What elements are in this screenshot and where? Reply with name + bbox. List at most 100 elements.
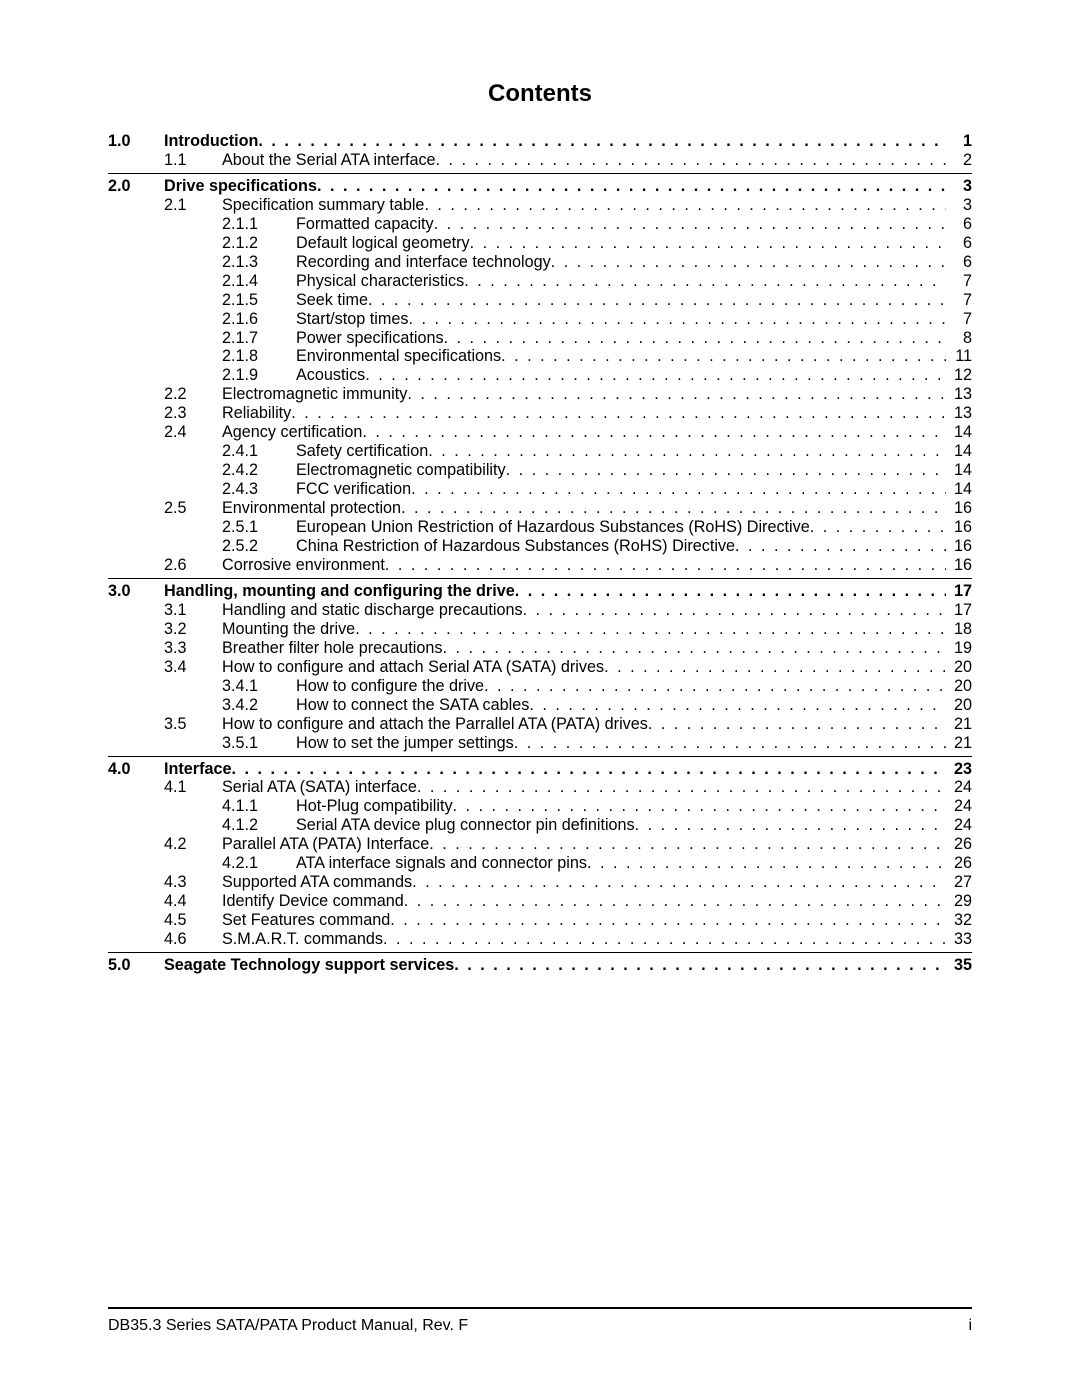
toc-page-num: 16 xyxy=(946,499,972,518)
toc-row: 2.1.7Power specifications8 xyxy=(108,329,972,348)
toc-subsection-num: 2.1.9 xyxy=(222,366,296,385)
toc-page-num: 32 xyxy=(946,911,972,930)
leader-dots xyxy=(436,151,946,170)
leader-dots xyxy=(417,778,946,797)
toc-section-title: Reliability xyxy=(222,404,291,423)
toc-section-title: Specification summary table xyxy=(222,196,424,215)
toc-row: 2.1.2Default logical geometry6 xyxy=(108,234,972,253)
leader-dots xyxy=(735,537,946,556)
toc-chapter-title: Seagate Technology support services xyxy=(164,956,454,975)
toc-section-title: Identify Device command xyxy=(222,892,404,911)
toc-subsection-num: 2.4.3 xyxy=(222,480,296,499)
toc-page-num: 14 xyxy=(946,423,972,442)
toc-section-num: 3.3 xyxy=(164,639,222,658)
toc-row: 2.2Electromagnetic immunity13 xyxy=(108,385,972,404)
leader-dots xyxy=(434,215,946,234)
toc-subsection-title: Acoustics xyxy=(296,366,365,385)
toc-row: 2.5Environmental protection16 xyxy=(108,499,972,518)
toc-row: 4.6S.M.A.R.T. commands33 xyxy=(108,930,972,949)
toc-section-num: 4.2 xyxy=(164,835,222,854)
toc-row: 3.4.2How to connect the SATA cables20 xyxy=(108,696,972,715)
toc-subsection-title: Default logical geometry xyxy=(296,234,470,253)
toc-row: 2.1.8Environmental specifications11 xyxy=(108,347,972,366)
toc-page-num: 3 xyxy=(946,196,972,215)
toc-section-num: 3.4 xyxy=(164,658,222,677)
toc-row: 2.5.2China Restriction of Hazardous Subs… xyxy=(108,537,972,556)
toc-row: 3.1Handling and static discharge precaut… xyxy=(108,601,972,620)
toc-subsection-num: 2.1.2 xyxy=(222,234,296,253)
toc-section-num: 3.1 xyxy=(164,601,222,620)
toc-subsection-title: European Union Restriction of Hazardous … xyxy=(296,518,810,537)
toc-subsection-title: Safety certification xyxy=(296,442,428,461)
toc-page-num: 26 xyxy=(946,854,972,873)
toc-subsection-num: 2.5.1 xyxy=(222,518,296,537)
toc-section-num: 2.1 xyxy=(164,196,222,215)
toc-subsection-title: How to connect the SATA cables xyxy=(296,696,529,715)
toc-chapter-num: 5.0 xyxy=(108,956,164,975)
toc-row: 2.5.1European Union Restriction of Hazar… xyxy=(108,518,972,537)
leader-dots xyxy=(484,677,946,696)
toc-section-title: Handling and static discharge precaution… xyxy=(222,601,523,620)
toc-row: 3.5.1How to set the jumper settings21 xyxy=(108,734,972,753)
toc-page-num: 20 xyxy=(946,696,972,715)
leader-dots xyxy=(404,892,946,911)
toc-chapter-group: 5.0Seagate Technology support services35 xyxy=(108,952,972,975)
toc-row: 2.6Corrosive environment16 xyxy=(108,556,972,575)
leader-dots xyxy=(648,715,946,734)
toc-page-num: 23 xyxy=(946,760,972,779)
toc-subsection-title: FCC verification xyxy=(296,480,411,499)
toc-page-num: 29 xyxy=(946,892,972,911)
leader-dots xyxy=(401,499,946,518)
toc-row: 3.2Mounting the drive18 xyxy=(108,620,972,639)
leader-dots xyxy=(529,696,946,715)
toc-page-num: 13 xyxy=(946,404,972,423)
toc-section-title: Environmental protection xyxy=(222,499,401,518)
toc-page-num: 12 xyxy=(946,366,972,385)
toc-page-num: 3 xyxy=(946,177,972,196)
toc-row: 2.1.1Formatted capacity6 xyxy=(108,215,972,234)
toc-row: 2.4.3FCC verification14 xyxy=(108,480,972,499)
toc-section-title: Serial ATA (SATA) interface xyxy=(222,778,417,797)
toc-page-num: 16 xyxy=(946,556,972,575)
toc-subsection-title: Physical characteristics xyxy=(296,272,464,291)
toc-row: 2.3Reliability13 xyxy=(108,404,972,423)
toc-subsection-title: How to configure the drive xyxy=(296,677,484,696)
toc-row: 3.3Breather filter hole precautions19 xyxy=(108,639,972,658)
toc-chapter-num: 1.0 xyxy=(108,132,164,151)
toc-chapter-num: 3.0 xyxy=(108,582,164,601)
toc-row: 5.0Seagate Technology support services35 xyxy=(108,956,972,975)
toc-page-num: 13 xyxy=(946,385,972,404)
toc-chapter-group: 3.0Handling, mounting and configuring th… xyxy=(108,578,972,753)
toc-row: 2.1.5Seek time7 xyxy=(108,291,972,310)
toc-section-num: 2.2 xyxy=(164,385,222,404)
toc-subsection-num: 2.1.4 xyxy=(222,272,296,291)
toc-page-num: 1 xyxy=(946,132,972,151)
toc-page-num: 7 xyxy=(946,310,972,329)
toc-row: 2.1.9Acoustics 12 xyxy=(108,366,972,385)
toc-row: 4.5Set Features command32 xyxy=(108,911,972,930)
toc-row: 2.0Drive specifications3 xyxy=(108,177,972,196)
toc-subsection-title: China Restriction of Hazardous Substance… xyxy=(296,537,735,556)
toc-section-title: S.M.A.R.T. commands xyxy=(222,930,383,949)
toc-row: 4.2Parallel ATA (PATA) Interface26 xyxy=(108,835,972,854)
toc-page-num: 27 xyxy=(946,873,972,892)
toc-row: 4.2.1ATA interface signals and connector… xyxy=(108,854,972,873)
toc-page-num: 21 xyxy=(946,715,972,734)
page: Contents 1.0Introduction11.1About the Se… xyxy=(0,0,1080,1397)
toc-subsection-title: Hot-Plug compatibility xyxy=(296,797,453,816)
toc-subsection-title: Serial ATA device plug connector pin def… xyxy=(296,816,635,835)
toc-page-num: 14 xyxy=(946,461,972,480)
footer-left: DB35.3 Series SATA/PATA Product Manual, … xyxy=(108,1317,468,1335)
leader-dots xyxy=(428,442,946,461)
table-of-contents: 1.0Introduction11.1About the Serial ATA … xyxy=(108,132,972,975)
leader-dots xyxy=(424,196,946,215)
leader-dots xyxy=(810,518,946,537)
toc-subsection-title: ATA interface signals and connector pins xyxy=(296,854,587,873)
toc-page-num: 6 xyxy=(946,215,972,234)
toc-section-num: 3.5 xyxy=(164,715,222,734)
leader-dots xyxy=(258,132,946,151)
toc-row: 2.1.6Start/stop times7 xyxy=(108,310,972,329)
toc-section-num: 3.2 xyxy=(164,620,222,639)
toc-chapter-title: Introduction xyxy=(164,132,258,151)
toc-page-num: 24 xyxy=(946,778,972,797)
